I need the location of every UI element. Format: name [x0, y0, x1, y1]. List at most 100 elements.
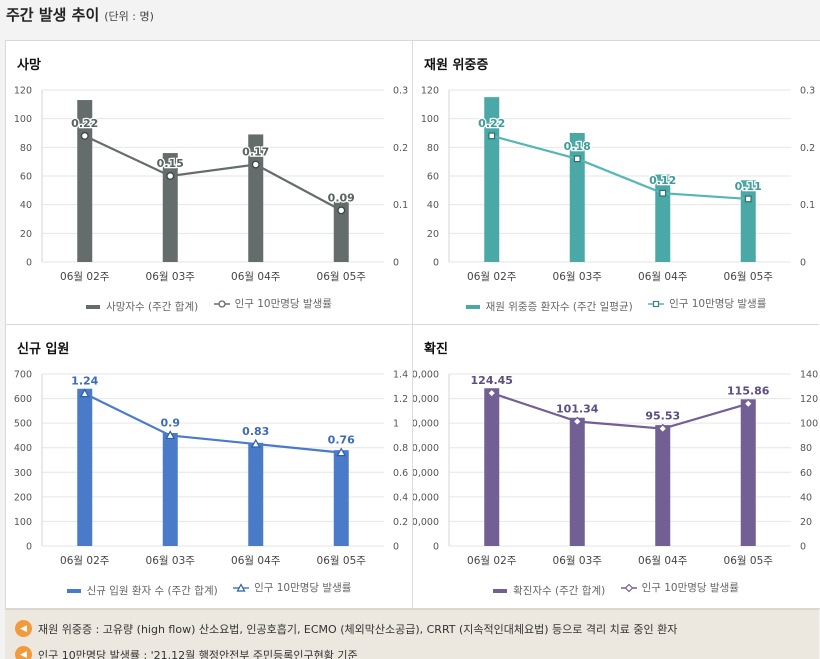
y-tick-label-right: 20	[800, 517, 812, 528]
legend-label: 사망자수 (주간 합계)	[106, 299, 198, 314]
legend-item-line: 인구 10만명당 발생률	[214, 296, 332, 311]
y-tick-label-left: 60,000	[413, 394, 439, 405]
y-tick-label-right: 100	[800, 419, 818, 430]
x-tick-label: 06월 03주	[146, 271, 196, 283]
legend-line-swatch	[214, 299, 230, 309]
legend-item-line: 인구 10만명당 발생률	[621, 580, 739, 595]
bar	[248, 443, 263, 546]
data-point	[660, 190, 666, 196]
unit-label: (단위 : 명)	[104, 8, 154, 24]
footnote-text: 인구 10만명당 발생률 : '21.12월 행정안전부 주민등록인구현황 기준	[38, 647, 358, 659]
data-label: 124.45	[471, 374, 513, 387]
y-tick-label-left: 70,000	[413, 370, 439, 381]
y-tick-label-right: 0	[800, 258, 806, 269]
footnote: ◀ 재원 위중증 : 고유량 (high flow) 산소요법, 인공호흡기, …	[15, 620, 677, 637]
y-tick-label-right: 0	[393, 258, 399, 269]
legend-line-swatch	[648, 299, 664, 309]
x-tick-label: 06월 05주	[317, 555, 367, 567]
x-tick-label: 06월 02주	[467, 555, 517, 567]
x-tick-label: 06월 04주	[231, 555, 281, 567]
data-label: 0.11	[735, 180, 762, 193]
legend-line-swatch	[233, 583, 249, 593]
y-tick-label-right: 0.3	[800, 86, 815, 97]
chart-legend: 신규 입원 환자 수 (주간 합계) 인구 10만명당 발생률	[6, 580, 412, 598]
y-tick-label-left: 60	[20, 172, 32, 183]
bar	[741, 399, 756, 546]
legend-label: 인구 10만명당 발생률	[254, 580, 351, 595]
y-tick-label-left: 500	[14, 419, 32, 430]
legend-label: 인구 10만명당 발생률	[235, 296, 332, 311]
y-tick-label-right: 1	[393, 419, 399, 430]
legend-item-line: 인구 10만명당 발생률	[648, 296, 766, 311]
x-tick-label: 06월 02주	[467, 271, 517, 283]
legend-label: 신규 입원 환자 수 (주간 합계)	[87, 583, 218, 598]
data-label: 0.76	[328, 434, 355, 447]
legend-item-bar: 재원 위중증 환자수 (주간 일평균)	[466, 299, 633, 314]
y-tick-label-left: 80	[427, 143, 439, 154]
data-label: 101.34	[556, 402, 599, 415]
x-tick-label: 06월 03주	[553, 271, 603, 283]
y-tick-label-right: 0.3	[393, 86, 408, 97]
bar	[484, 388, 499, 546]
data-label: 0.17	[242, 146, 269, 159]
speaker-icon: ◀	[15, 620, 32, 637]
data-point	[574, 156, 580, 162]
data-label: 115.86	[727, 385, 770, 398]
y-tick-label-left: 400	[14, 443, 32, 454]
legend-label: 인구 10만명당 발생률	[669, 296, 766, 311]
legend-bar-swatch	[86, 305, 100, 309]
y-tick-label-right: 80	[800, 443, 812, 454]
chart-legend: 재원 위중증 환자수 (주간 일평균) 인구 10만명당 발생률	[413, 296, 819, 314]
y-tick-label-right: 0	[393, 542, 399, 553]
y-tick-label-left: 20	[20, 229, 32, 240]
speaker-icon: ◀	[15, 646, 32, 659]
legend-label: 인구 10만명당 발생률	[642, 580, 739, 595]
y-tick-label-left: 100	[14, 114, 32, 125]
y-tick-label-right: 0.4	[393, 492, 408, 503]
y-tick-label-left: 0	[26, 258, 32, 269]
y-tick-label-left: 300	[14, 468, 32, 479]
y-tick-label-right: 0.6	[393, 468, 408, 479]
y-tick-label-right: 0	[800, 542, 806, 553]
section-header: 주간 발생 추이 (단위 : 명)	[6, 4, 154, 30]
y-tick-label-left: 40,000	[413, 443, 439, 454]
y-tick-label-left: 120	[14, 86, 32, 97]
x-tick-label: 06월 03주	[553, 555, 603, 567]
y-tick-label-right: 0.2	[393, 517, 408, 528]
x-tick-label: 06월 03주	[146, 555, 196, 567]
x-tick-label: 06월 04주	[231, 271, 281, 283]
y-tick-label-left: 20	[427, 229, 439, 240]
legend-line-swatch	[621, 583, 637, 593]
x-tick-label: 06월 02주	[60, 271, 110, 283]
x-tick-label: 06월 05주	[317, 271, 367, 283]
y-tick-label-left: 600	[14, 394, 32, 405]
y-tick-label-right: 0.1	[393, 200, 408, 211]
chart-svg: 010,00020,00030,00040,00050,00060,00070,…	[413, 325, 819, 575]
bar	[655, 175, 670, 262]
footnote: ◀ 인구 10만명당 발생률 : '21.12월 행정안전부 주민등록인구현황 …	[15, 646, 358, 659]
y-tick-label-right: 1.2	[393, 394, 408, 405]
x-tick-label: 06월 02주	[60, 555, 110, 567]
data-label: 0.09	[328, 191, 355, 204]
data-point	[167, 173, 174, 180]
data-label: 0.15	[157, 157, 184, 170]
y-tick-label-right: 0.2	[800, 143, 815, 154]
data-point	[81, 133, 88, 140]
y-tick-label-right: 0.2	[393, 143, 408, 154]
bar	[655, 425, 670, 546]
data-label: 0.9	[161, 416, 181, 429]
x-tick-label: 06월 04주	[638, 555, 688, 567]
data-point	[252, 161, 259, 168]
data-point	[745, 196, 751, 202]
footnotes: ◀ 재원 위중증 : 고유량 (high flow) 산소요법, 인공호흡기, …	[5, 609, 819, 659]
y-tick-label-right: 120	[800, 394, 818, 405]
y-tick-label-left: 100	[421, 114, 439, 125]
y-tick-label-right: 1.4	[393, 370, 408, 381]
y-tick-label-left: 50,000	[413, 419, 439, 430]
section-title: 주간 발생 추이	[6, 4, 99, 25]
